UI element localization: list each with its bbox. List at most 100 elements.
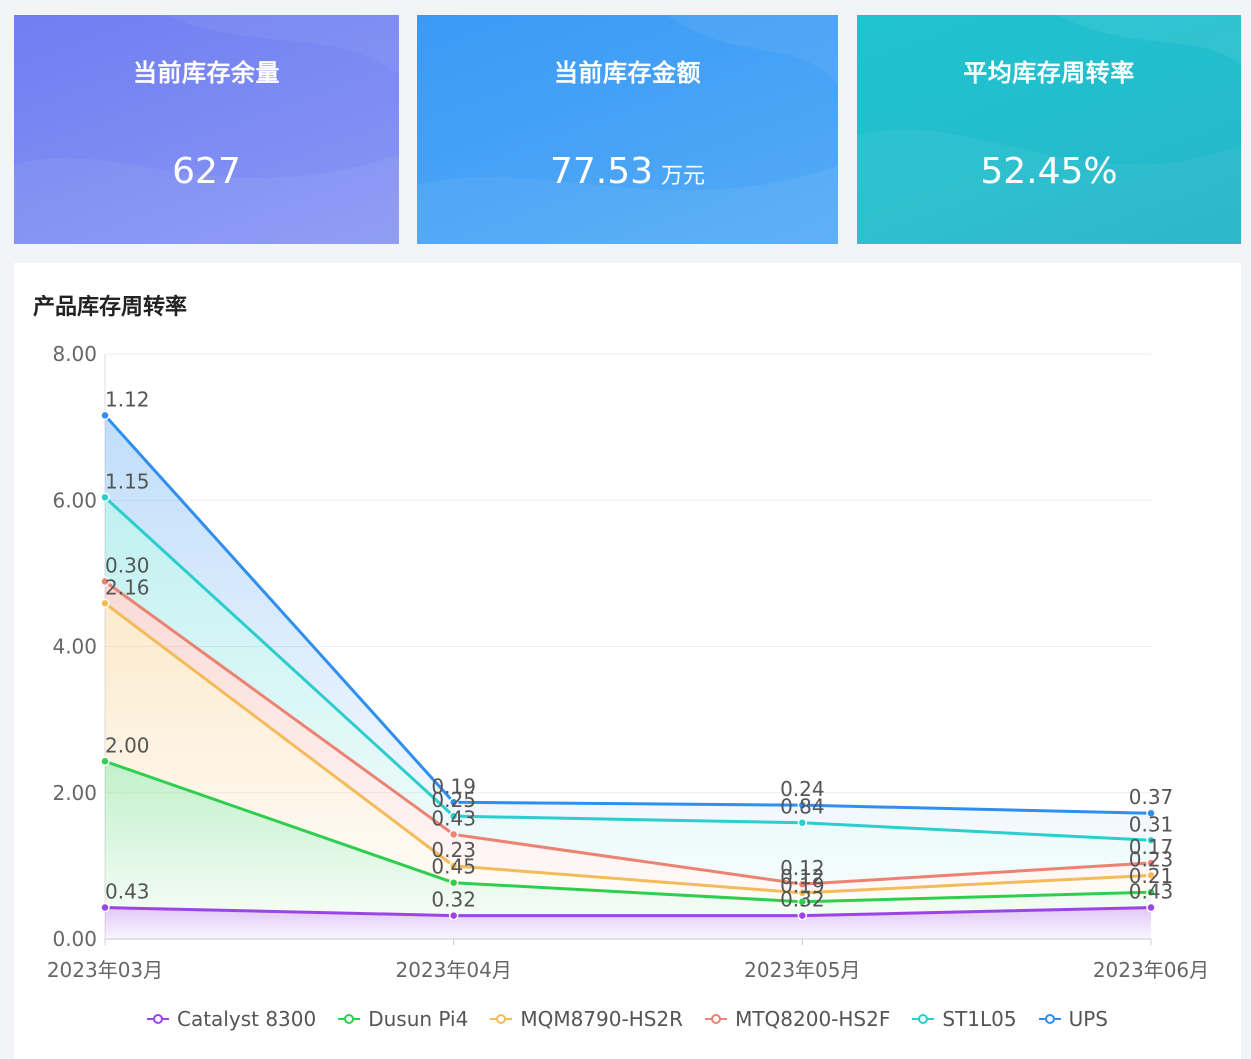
data-label: 0.12: [780, 865, 825, 889]
data-label: 1.15: [105, 469, 150, 493]
data-point: [100, 756, 110, 767]
data-point: [100, 492, 110, 503]
stat-card-turnover-rate: 平均库存周转率 52.45%: [857, 15, 1241, 244]
data-point: [797, 817, 808, 828]
legend-item[interactable]: ST1L05: [912, 1007, 1017, 1031]
data-label: 0.12: [780, 856, 825, 880]
card-background-wave: [857, 15, 1241, 244]
area-mqm8790-hs2r: [105, 603, 1151, 902]
legend-marker-icon: [338, 1013, 361, 1025]
data-point: [1146, 870, 1156, 881]
legend-marker-icon: [1038, 1013, 1061, 1025]
legend-item[interactable]: Dusun Pi4: [338, 1007, 468, 1031]
data-label: 0.19: [431, 774, 476, 798]
data-point: [1146, 887, 1156, 897]
data-point: [100, 576, 110, 587]
data-label: 0.84: [780, 795, 825, 819]
data-label: 0.19: [780, 874, 825, 898]
data-point: [100, 902, 110, 913]
data-point: [448, 910, 459, 921]
data-point: [1146, 858, 1156, 868]
data-point: [797, 879, 808, 889]
data-point: [797, 896, 808, 907]
y-tick-label: 2.00: [52, 781, 97, 805]
data-point: [448, 861, 459, 871]
y-tick-label: 6.00: [52, 488, 97, 512]
x-tick-label: 2023年06月: [1093, 958, 1209, 982]
area-st1l05: [105, 497, 1151, 885]
turnover-area-chart: 0.00 2.00 4.00 6.00 8.00 2023年03月 2023年04月 2023…: [47, 342, 1209, 982]
card-background-wave: [14, 15, 399, 244]
legend-label: ST1L05: [942, 1007, 1017, 1031]
data-point: [1146, 835, 1156, 846]
card-background-wave: [417, 15, 838, 244]
data-point: [448, 877, 459, 888]
legend-item[interactable]: UPS: [1038, 1007, 1108, 1031]
legend-label: UPS: [1068, 1007, 1108, 1031]
data-point: [1146, 808, 1156, 818]
data-label: 0.30: [105, 553, 150, 577]
data-point: [100, 410, 110, 421]
chart-title: 产品库存周转率: [33, 295, 188, 320]
legend-label: Dusun Pi4: [368, 1007, 469, 1031]
area-mtq8200-hs2f: [105, 581, 1151, 893]
data-point: [797, 800, 808, 810]
card-title: 平均库存周转率: [963, 59, 1135, 87]
series-line-mqm8790-hs2r: [104, 602, 1152, 895]
stat-card-stock-quantity: 当前库存余量 627: [14, 15, 399, 244]
data-label: 0.43: [431, 806, 476, 830]
chart-panel: 产品库存周转率 0.00 2.00 4.00 6.00 8.00 2023年03月 2023…: [14, 263, 1241, 1059]
card-value: 77.53 万元: [549, 151, 706, 192]
y-tick-label: 8.00: [52, 342, 97, 366]
data-label: 0.31: [1129, 812, 1174, 836]
stat-card-stock-amount: 当前库存金额 77.53 万元: [417, 15, 838, 244]
data-label: 0.25: [431, 788, 476, 812]
data-label: 0.21: [1129, 864, 1174, 888]
legend-item[interactable]: MQM8790-HS2R: [490, 1007, 683, 1031]
legend-label: Catalyst 8300: [176, 1007, 317, 1031]
card-unit: 万元: [661, 164, 706, 189]
data-label: 2.16: [105, 575, 150, 599]
data-label: 0.45: [431, 855, 476, 879]
legend-marker-icon: [705, 1013, 728, 1025]
series-line-ups: [103, 414, 1152, 815]
x-tick-label: 2023年04月: [395, 958, 511, 982]
data-label: 0.43: [1129, 880, 1174, 904]
data-point: [448, 797, 459, 808]
data-label: 0.17: [1129, 835, 1174, 859]
card-value: 627: [172, 151, 241, 192]
series-line-catalyst-8300: [104, 906, 1152, 918]
legend-label: MQM8790-HS2R: [520, 1007, 684, 1031]
series-line-dusun-pi4: [104, 759, 1152, 904]
data-point: [448, 811, 459, 821]
area-dusun-pi4: [105, 761, 1151, 916]
data-label: 1.12: [105, 387, 150, 411]
legend-marker-icon: [490, 1013, 513, 1025]
data-label: 0.32: [431, 888, 476, 912]
data-label: 0.32: [780, 888, 825, 912]
legend-label: MTQ8200-HS2F: [735, 1007, 891, 1031]
series-line-mtq8200-hs2f: [104, 580, 1152, 886]
data-label: 0.37: [1129, 785, 1174, 809]
data-label: 0.23: [431, 838, 476, 862]
data-label: 0.23: [1129, 847, 1174, 871]
card-title: 当前库存余量: [133, 59, 280, 87]
legend-marker-icon: [146, 1013, 169, 1025]
area-catalyst-8300: [105, 907, 1151, 939]
x-tick-label: 2023年03月: [47, 958, 163, 982]
legend-item[interactable]: MTQ8200-HS2F: [705, 1007, 890, 1031]
data-label: 0.43: [105, 880, 150, 904]
data-point: [1146, 902, 1156, 913]
legend-marker-icon: [912, 1013, 935, 1025]
data-point: [797, 910, 808, 921]
y-tick-label: 4.00: [52, 635, 97, 659]
series-line-st1l05: [103, 496, 1152, 842]
x-tick-label: 2023年05月: [744, 958, 860, 982]
data-label: 0.24: [780, 777, 825, 801]
chart-legend: Catalyst 8300 Dusun Pi4 MQM8790-HS2R MTQ820…: [14, 1007, 1241, 1031]
card-value: 52.45%: [980, 151, 1118, 192]
area-ups: [105, 415, 1151, 841]
data-label: 2.00: [105, 733, 150, 757]
data-point: [448, 829, 459, 840]
legend-item[interactable]: Catalyst 8300: [146, 1007, 317, 1031]
